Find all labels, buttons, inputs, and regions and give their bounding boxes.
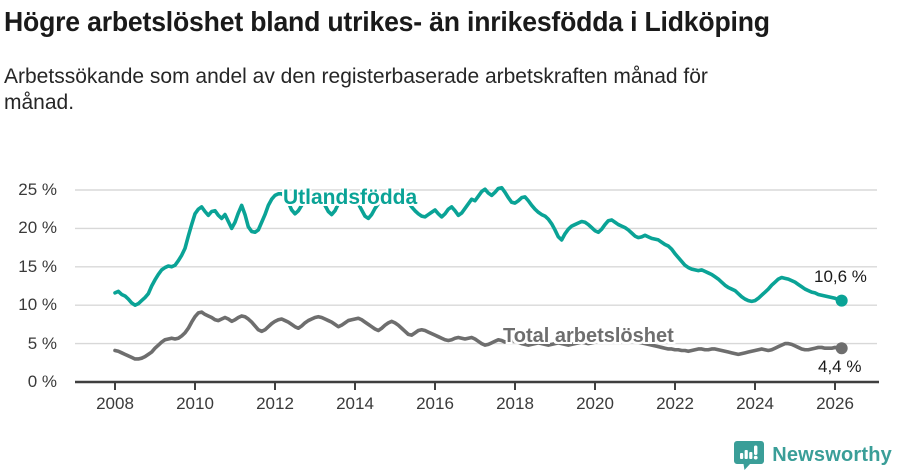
x-tick-label-2024: 2024: [736, 394, 774, 413]
page-title: Högre arbetslöshet bland utrikes- än inr…: [4, 6, 770, 37]
x-tick-label-2010: 2010: [176, 394, 214, 413]
series-label-utlandsfodda: Utlandsfödda: [283, 186, 418, 209]
series-label-total-arbetsloshet: Total arbetslöshet: [503, 325, 674, 347]
y-tick-label-10: 10 %: [18, 295, 57, 315]
series-end-dot-utlandsf-dda: [835, 294, 848, 307]
y-tick-label-20: 20 %: [18, 218, 57, 238]
x-tick-label-2016: 2016: [416, 394, 454, 413]
chart-subtitle: Arbetssökande som andel av den registerb…: [4, 65, 708, 114]
x-tick-label-2012: 2012: [256, 394, 294, 413]
x-tick-label-2026: 2026: [816, 394, 854, 413]
x-tick-label-2014: 2014: [336, 394, 374, 413]
series-line-utlandsf-dda: [113, 185, 844, 308]
y-tick-label-0: 0 %: [27, 372, 57, 391]
y-tick-label-5: 5 %: [27, 333, 57, 353]
y-tick-label-25: 25 %: [18, 180, 57, 199]
x-tick-label-2022: 2022: [656, 394, 694, 413]
end-value-utlandsfodda: 10,6 %: [814, 267, 867, 286]
x-tick-label-2008: 2008: [96, 394, 134, 413]
x-tick-label-2018: 2018: [496, 394, 534, 413]
y-tick-label-15: 15 %: [18, 256, 57, 276]
end-value-total: 4,4 %: [818, 357, 862, 376]
x-tick-label-2020: 2020: [576, 394, 614, 413]
series-end-dot-total-arbetsl-shet: [835, 342, 848, 355]
newsworthy-wordmark: Newsworthy: [772, 443, 892, 466]
series-line-total-arbetsl-shet: [113, 310, 844, 361]
newsworthy-logo[interactable]: Newsworthy: [734, 440, 892, 470]
newsworthy-icon: [734, 441, 765, 470]
